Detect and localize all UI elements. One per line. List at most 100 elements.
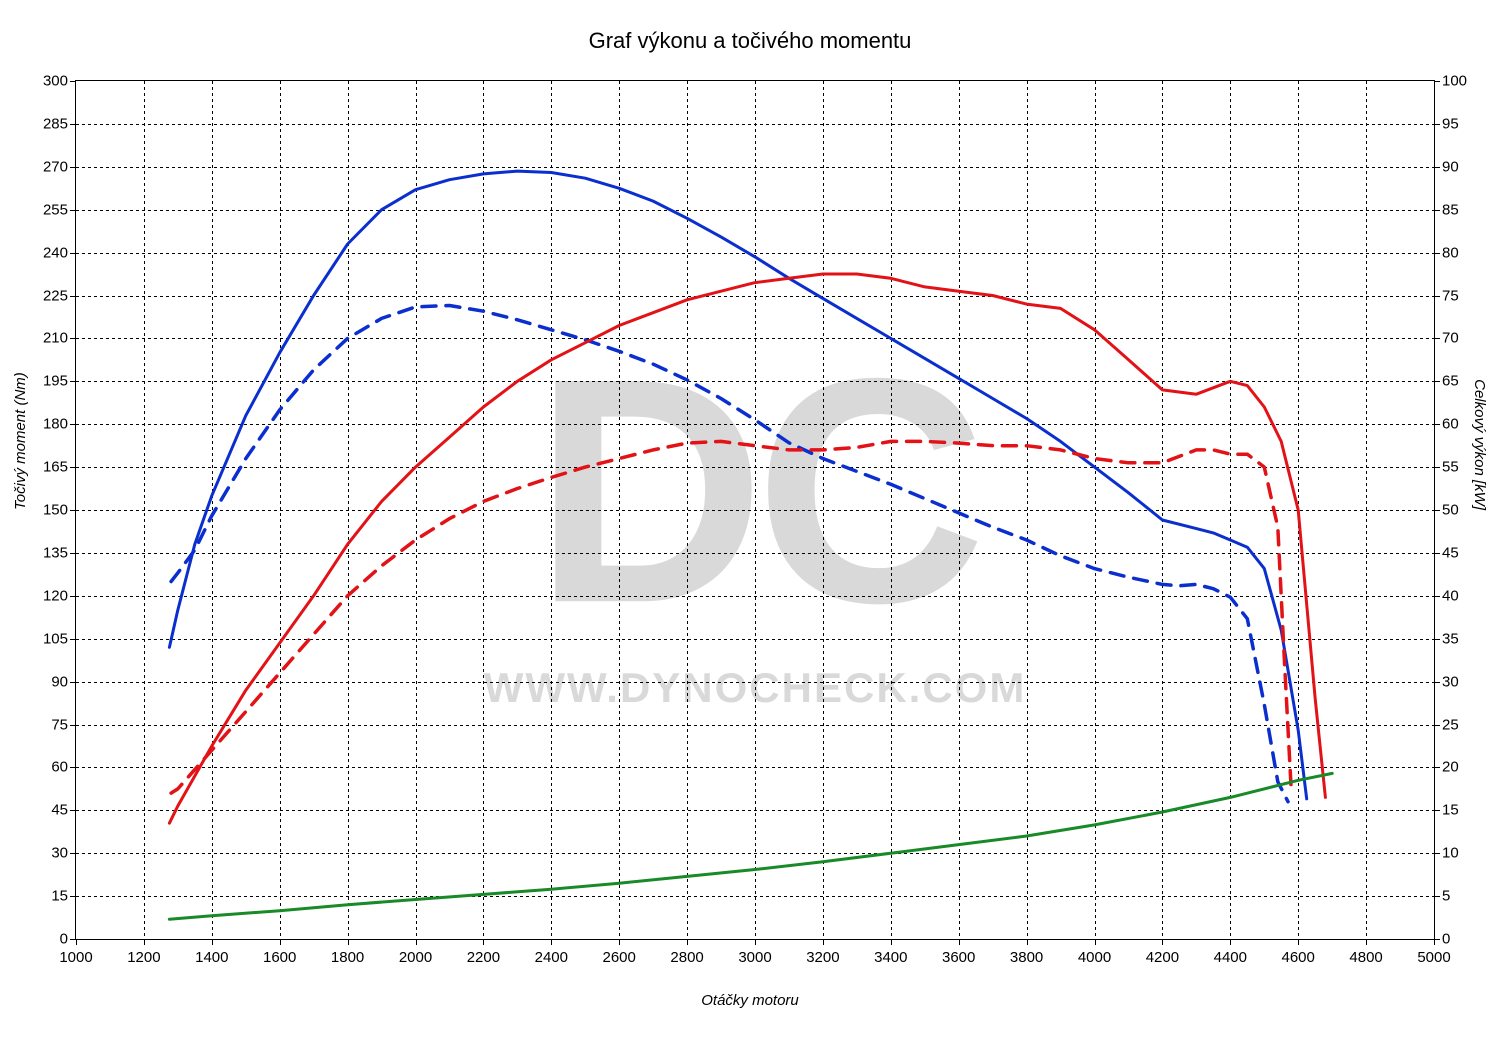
tick-mark (619, 939, 620, 945)
tick-mark (70, 596, 76, 597)
tick-mark (1230, 939, 1231, 945)
y-left-tick-label: 180 (8, 416, 68, 433)
y-right-tick-label: 0 (1442, 931, 1500, 948)
y-right-tick-label: 20 (1442, 759, 1500, 776)
tick-mark (1434, 939, 1435, 945)
tick-mark (1298, 939, 1299, 945)
tick-mark (70, 467, 76, 468)
tick-mark (70, 639, 76, 640)
y-left-tick-label: 135 (8, 544, 68, 561)
y-left-tick-label: 300 (8, 73, 68, 90)
x-tick-label: 2800 (657, 949, 717, 966)
tick-mark (1434, 296, 1440, 297)
tick-mark (212, 939, 213, 945)
tick-mark (70, 167, 76, 168)
tick-mark (959, 939, 960, 945)
tick-mark (1162, 939, 1163, 945)
y-left-tick-label: 270 (8, 158, 68, 175)
chart-container: Graf výkonu a točivého momentu Točivý mo… (0, 0, 1500, 1041)
y-right-tick-label: 70 (1442, 330, 1500, 347)
y-right-tick-label: 90 (1442, 158, 1500, 175)
x-tick-label: 4600 (1268, 949, 1328, 966)
tick-mark (1434, 253, 1440, 254)
y-right-tick-label: 35 (1442, 630, 1500, 647)
tick-mark (1434, 124, 1440, 125)
y-left-tick-label: 90 (8, 673, 68, 690)
y-right-tick-label: 85 (1442, 201, 1500, 218)
tick-mark (1434, 81, 1440, 82)
tick-mark (348, 939, 349, 945)
y-left-tick-label: 45 (8, 802, 68, 819)
y-left-tick-label: 225 (8, 287, 68, 304)
tick-mark (1434, 810, 1440, 811)
y-left-tick-label: 240 (8, 244, 68, 261)
tick-mark (70, 338, 76, 339)
tick-mark (1434, 767, 1440, 768)
tick-mark (1434, 896, 1440, 897)
x-tick-label: 1400 (182, 949, 242, 966)
y-right-tick-label: 45 (1442, 544, 1500, 561)
y-left-tick-label: 60 (8, 759, 68, 776)
y-left-tick-label: 150 (8, 502, 68, 519)
tick-mark (1434, 725, 1440, 726)
x-tick-label: 3800 (997, 949, 1057, 966)
x-tick-label: 4200 (1132, 949, 1192, 966)
tick-mark (1434, 853, 1440, 854)
y-right-tick-label: 5 (1442, 888, 1500, 905)
x-tick-label: 1200 (114, 949, 174, 966)
y-right-tick-label: 60 (1442, 416, 1500, 433)
tick-mark (70, 296, 76, 297)
x-axis-label: Otáčky motoru (701, 992, 799, 1009)
x-tick-label: 5000 (1404, 949, 1464, 966)
series-torque_stock (171, 306, 1288, 802)
y-right-tick-label: 40 (1442, 587, 1500, 604)
y-left-tick-label: 120 (8, 587, 68, 604)
tick-mark (483, 939, 484, 945)
tick-mark (416, 939, 417, 945)
y-left-tick-label: 255 (8, 201, 68, 218)
tick-mark (1434, 424, 1440, 425)
tick-mark (70, 124, 76, 125)
tick-mark (1434, 167, 1440, 168)
tick-mark (1434, 682, 1440, 683)
tick-mark (1434, 338, 1440, 339)
tick-mark (70, 81, 76, 82)
tick-mark (280, 939, 281, 945)
tick-mark (823, 939, 824, 945)
tick-mark (687, 939, 688, 945)
plot-svg (76, 81, 1434, 939)
y-right-tick-label: 95 (1442, 115, 1500, 132)
tick-mark (70, 810, 76, 811)
tick-mark (891, 939, 892, 945)
y-right-tick-label: 30 (1442, 673, 1500, 690)
x-tick-label: 2400 (521, 949, 581, 966)
tick-mark (1434, 467, 1440, 468)
y-left-tick-label: 210 (8, 330, 68, 347)
x-tick-label: 4400 (1200, 949, 1260, 966)
tick-mark (1095, 939, 1096, 945)
y-left-tick-label: 285 (8, 115, 68, 132)
tick-mark (70, 896, 76, 897)
y-right-tick-label: 100 (1442, 73, 1500, 90)
x-tick-label: 2200 (453, 949, 513, 966)
y-right-tick-label: 50 (1442, 502, 1500, 519)
x-tick-label: 3400 (861, 949, 921, 966)
y-right-tick-label: 25 (1442, 716, 1500, 733)
y-left-tick-label: 195 (8, 373, 68, 390)
tick-mark (70, 553, 76, 554)
y-right-tick-label: 55 (1442, 459, 1500, 476)
series-loss_curve (169, 773, 1332, 919)
tick-mark (70, 853, 76, 854)
tick-mark (144, 939, 145, 945)
y-right-tick-label: 65 (1442, 373, 1500, 390)
y-left-tick-label: 30 (8, 845, 68, 862)
tick-mark (1366, 939, 1367, 945)
x-tick-label: 2600 (589, 949, 649, 966)
tick-mark (755, 939, 756, 945)
x-tick-label: 3200 (793, 949, 853, 966)
tick-mark (70, 381, 76, 382)
y-right-tick-label: 10 (1442, 845, 1500, 862)
y-left-tick-label: 15 (8, 888, 68, 905)
x-tick-label: 4000 (1065, 949, 1125, 966)
tick-mark (70, 424, 76, 425)
